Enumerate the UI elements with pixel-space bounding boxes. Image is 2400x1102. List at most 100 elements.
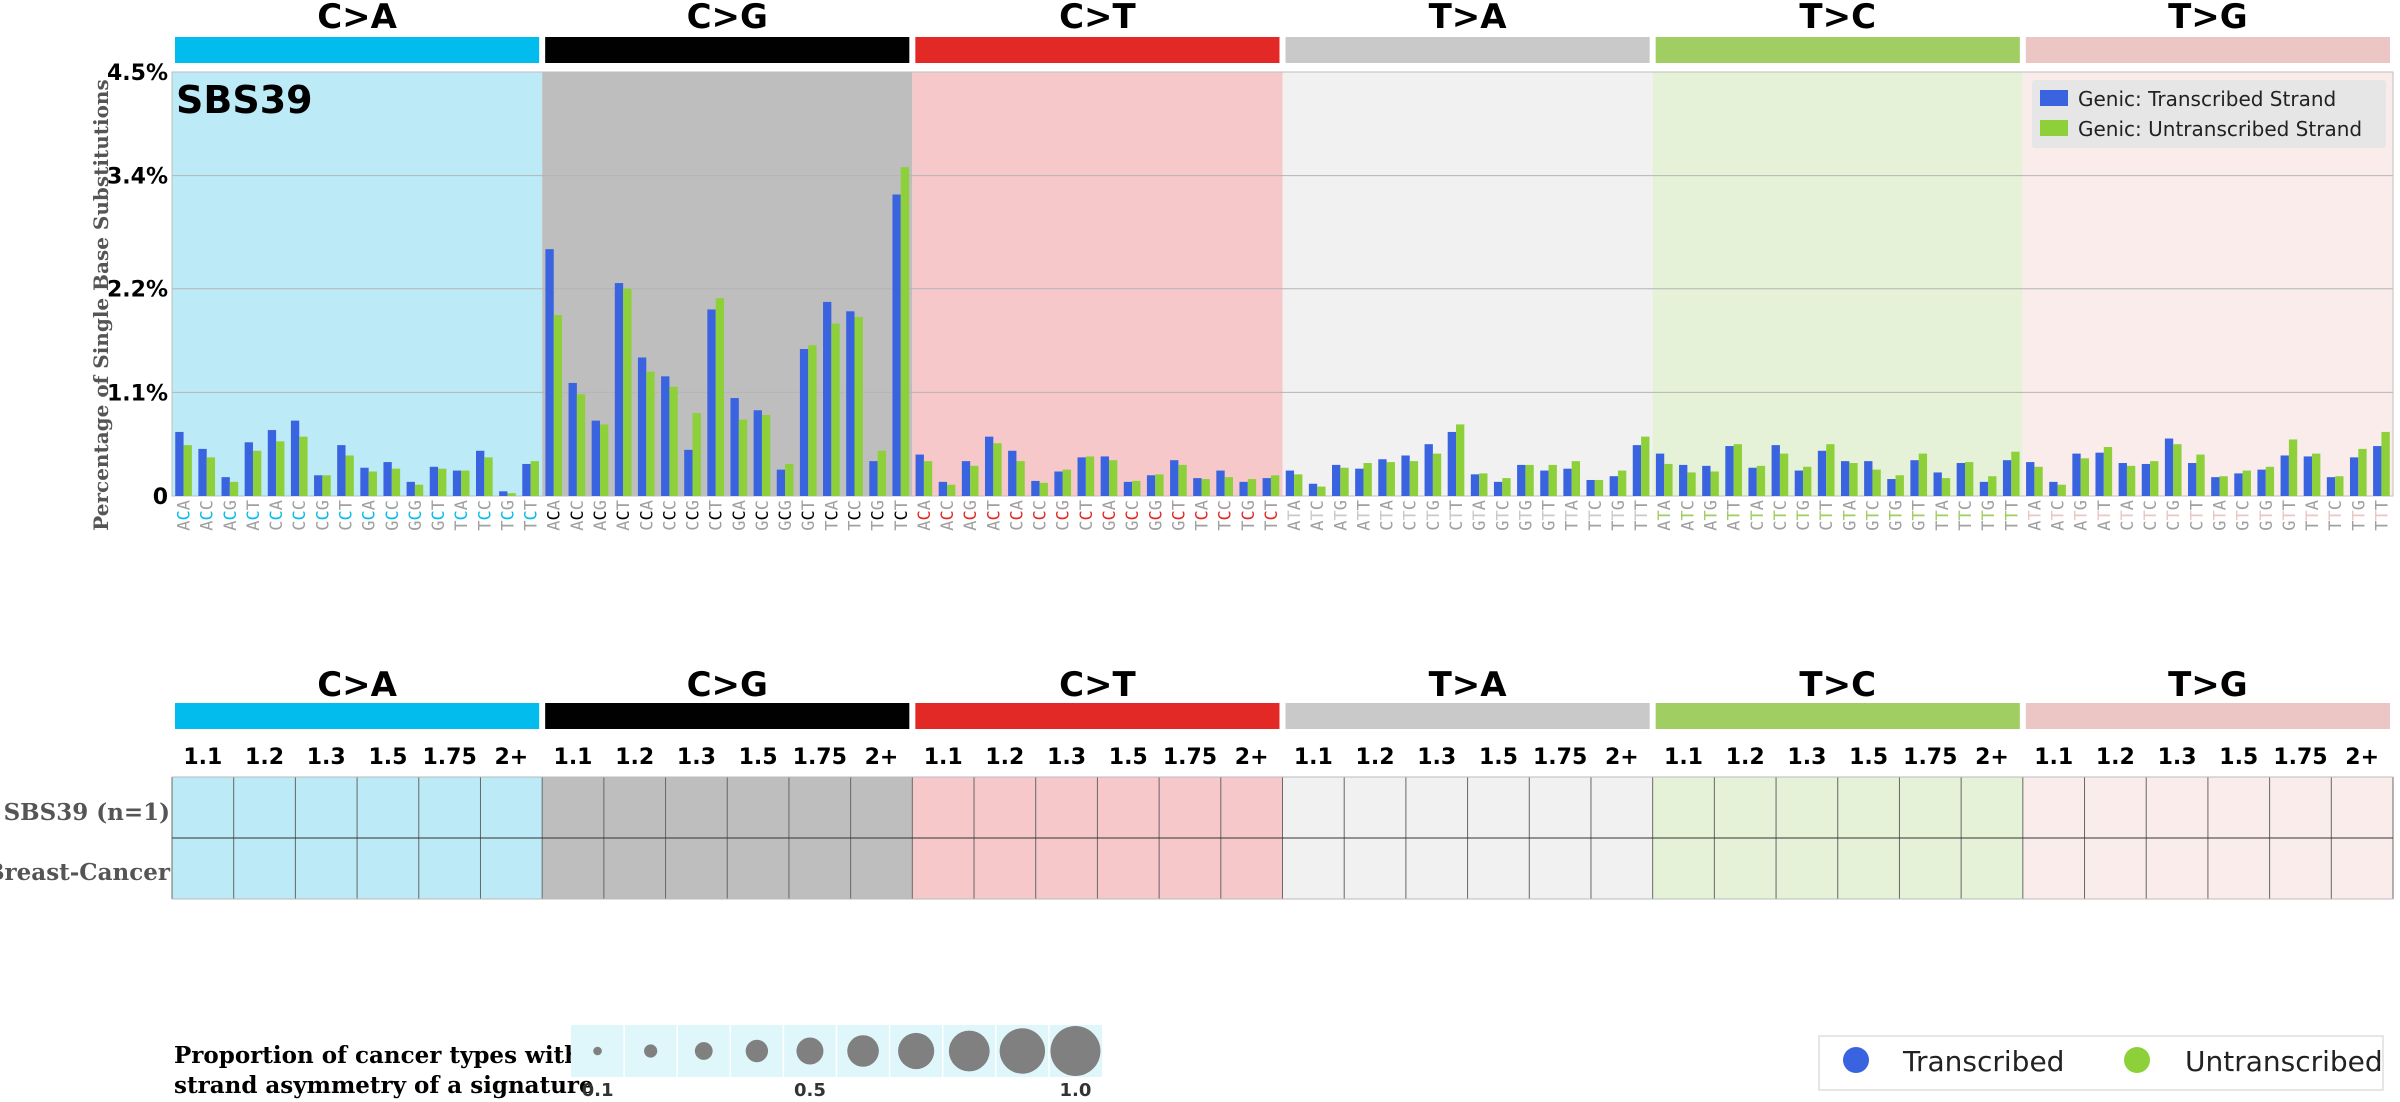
heat-col-label-2: 1.3	[307, 745, 346, 770]
panel-bg-4	[1652, 72, 2023, 496]
header-label-3: T>A	[1429, 0, 1508, 37]
heat-col-label-34: 1.75	[2273, 745, 2327, 770]
bar-transcribed-17	[568, 382, 577, 496]
bar-transcribed-39	[1077, 457, 1086, 496]
bar-transcribed-13	[475, 450, 485, 496]
bar-transcribed-61	[1586, 479, 1595, 496]
bar-untranscribed-74	[1895, 475, 1904, 496]
bar-untranscribed-5	[299, 436, 308, 496]
x-tick-label-7: CCT	[337, 500, 357, 531]
bar-transcribed-62	[1609, 476, 1618, 496]
bar-untranscribed-67	[1733, 444, 1742, 496]
x-tick-label-92: TTA	[2303, 500, 2323, 531]
x-tick-label-91: GTT	[2280, 500, 2300, 531]
x-tick-label-60: TTA	[1563, 500, 1583, 531]
bar-transcribed-12	[452, 470, 462, 496]
size-legend-bubble-6	[898, 1032, 935, 1070]
heat-col-label-10: 1.75	[793, 745, 847, 770]
x-tick-label-70: CTG	[1794, 500, 1814, 531]
bar-untranscribed-18	[600, 424, 609, 496]
x-tick-label-2: ACG	[221, 500, 241, 531]
bar-transcribed-51	[1355, 468, 1364, 496]
x-axis-context-labels: ACAACCACGACTCCACCCCCGCCTGCAGCCGCGGCTTCAT…	[175, 500, 2393, 531]
bar-transcribed-93	[2326, 477, 2336, 496]
y-tick-3: 3.4%	[107, 165, 168, 190]
heatmap-row-label-1: Breast-Cancer	[0, 859, 171, 886]
legend-box	[2032, 80, 2386, 148]
bar-untranscribed-64	[1664, 463, 1673, 496]
bar-transcribed-53	[1401, 455, 1410, 496]
heat-header-label-5: T>G	[2168, 665, 2248, 705]
bar-transcribed-58	[1517, 464, 1526, 496]
bar-untranscribed-56	[1479, 473, 1488, 496]
bar-untranscribed-92	[2312, 453, 2321, 496]
bar-untranscribed-88	[2219, 476, 2228, 496]
x-tick-label-34: ACG	[961, 500, 981, 531]
x-tick-label-29: TCC	[845, 500, 865, 531]
size-legend-bubble-9	[1050, 1026, 1101, 1076]
size-legend-tick-0: 0.1	[582, 1080, 614, 1101]
bar-untranscribed-6	[322, 475, 331, 496]
bar-untranscribed-8	[368, 471, 377, 496]
y-tick-0: 0	[153, 485, 168, 510]
bar-untranscribed-21	[669, 386, 678, 496]
bar-transcribed-95	[2373, 446, 2382, 496]
x-tick-label-79: TTT	[2002, 500, 2022, 531]
heatmap-column-labels: 1.1 1.2 1.3 1.5 1.75 2+ 1.1 1.2 1.3 1.5 1.75 2+ 1.1 1…	[183, 745, 2379, 770]
x-tick-label-33: ACC	[938, 500, 958, 531]
bar-transcribed-35	[984, 436, 994, 496]
y-axis-label: Percentage of Single Base Substitutions	[89, 79, 113, 530]
bar-untranscribed-48	[1294, 474, 1303, 496]
x-tick-label-49: ATC	[1308, 500, 1328, 531]
header-label-2: C>T	[1059, 0, 1136, 37]
bar-untranscribed-82	[2080, 458, 2090, 496]
header-bar-4	[1655, 37, 2020, 63]
heatmap-mutation-header: C>A C>G C>T T>A T>C T>G	[175, 665, 2390, 729]
size-legend-bubble-5	[847, 1035, 879, 1067]
bar-transcribed-78	[1979, 481, 1989, 496]
bar-transcribed-1	[198, 448, 207, 496]
heat-col-label-15: 1.5	[1109, 745, 1148, 770]
legend-swatch-transcribed	[2040, 90, 2068, 106]
bar-untranscribed-49	[1317, 486, 1326, 496]
x-tick-label-16: ACA	[545, 500, 565, 531]
x-tick-label-43: GCT	[1169, 500, 1189, 531]
x-tick-label-22: CCG	[684, 500, 704, 531]
header-bar-2	[915, 37, 1280, 63]
header-bar-1	[545, 37, 910, 63]
bar-untranscribed-23	[715, 298, 725, 496]
heat-col-label-0: 1.1	[183, 745, 222, 770]
bar-untranscribed-79	[2011, 451, 2020, 496]
x-tick-label-27: GCT	[799, 500, 819, 531]
untranscribed-marker	[2124, 1047, 2150, 1073]
x-tick-label-86: CTG	[2164, 500, 2184, 531]
x-tick-label-57: GTC	[1493, 500, 1513, 531]
bar-untranscribed-32	[923, 461, 933, 496]
heat-header-label-3: T>A	[1429, 665, 1508, 705]
bar-transcribed-7	[337, 445, 346, 496]
bar-transcribed-42	[1146, 475, 1156, 496]
heat-col-label-30: 1.1	[2034, 745, 2073, 770]
heat-col-label-22: 1.75	[1533, 745, 1587, 770]
bar-transcribed-31	[892, 194, 901, 496]
x-tick-label-36: CCA	[1007, 500, 1027, 531]
bar-chart-panel	[171, 71, 2394, 497]
x-tick-label-89: GTC	[2234, 500, 2254, 531]
x-tick-label-20: CCA	[637, 500, 657, 531]
panel-bg-0	[172, 72, 543, 496]
bar-untranscribed-44	[1201, 479, 1210, 496]
x-tick-label-10: GCG	[406, 500, 426, 531]
header-bar-0	[175, 37, 540, 63]
bar-transcribed-73	[1864, 461, 1873, 496]
x-tick-label-83: ATT	[2095, 500, 2115, 531]
bar-transcribed-34	[961, 461, 971, 496]
strand-legend-untranscribed: Untranscribed	[2185, 1045, 2383, 1078]
x-tick-label-77: TTC	[1956, 500, 1976, 531]
y-tick-2: 2.2%	[107, 278, 168, 303]
heat-col-label-33: 1.5	[2219, 745, 2258, 770]
y-tick-4: 4.5%	[107, 61, 168, 86]
x-tick-label-85: CTC	[2141, 500, 2161, 531]
bar-transcribed-80	[2026, 462, 2035, 496]
x-tick-label-3: ACT	[244, 500, 264, 531]
bar-transcribed-16	[545, 249, 554, 496]
